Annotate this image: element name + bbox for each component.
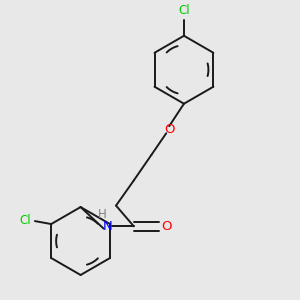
Text: Cl: Cl bbox=[178, 4, 190, 17]
Text: N: N bbox=[102, 220, 112, 233]
Text: O: O bbox=[164, 123, 174, 136]
Text: O: O bbox=[161, 220, 172, 233]
Text: Cl: Cl bbox=[20, 214, 31, 227]
Text: H: H bbox=[98, 208, 106, 221]
